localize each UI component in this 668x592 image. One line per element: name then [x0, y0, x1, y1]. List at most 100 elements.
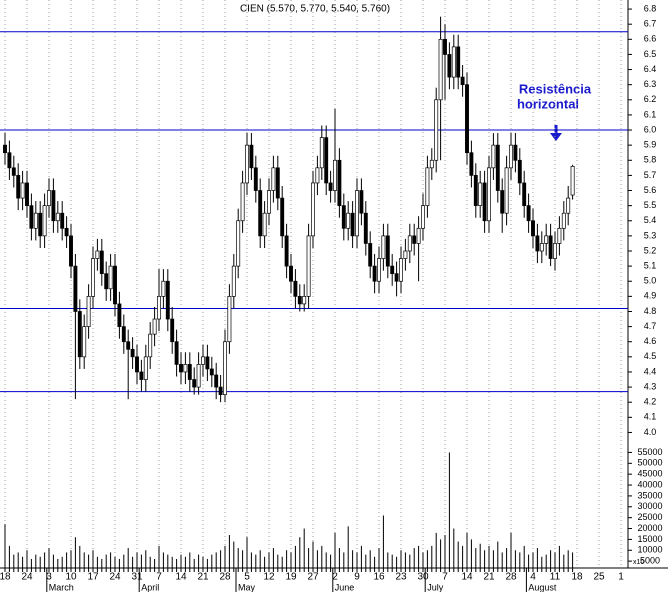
y-tick-label: 4.3	[644, 381, 657, 391]
volume-bar	[35, 554, 37, 572]
x-tick-label: 27	[307, 572, 319, 583]
candle-body	[491, 144, 496, 169]
candle-body	[3, 144, 7, 154]
candle-body	[209, 368, 214, 376]
volume-bar	[536, 548, 538, 572]
volume-bar	[92, 550, 94, 572]
candle-body	[231, 265, 236, 297]
candle-body	[42, 205, 47, 237]
volume-bar	[325, 552, 327, 572]
x-tick-label: 14	[461, 572, 473, 583]
candle-body	[561, 212, 566, 229]
volume-bar	[286, 550, 288, 572]
candle-body	[227, 296, 232, 343]
volume-bar	[378, 548, 380, 572]
candle-body	[157, 296, 161, 320]
volume-bar	[118, 558, 120, 572]
volume-bar	[554, 552, 556, 572]
volume-bar	[184, 556, 186, 572]
y-tick-label: 6.7	[644, 19, 657, 29]
candle-body	[447, 54, 452, 78]
volume-bar	[312, 541, 314, 572]
candle-body	[29, 205, 34, 229]
candle-body	[306, 235, 311, 297]
volume-bar	[83, 552, 85, 572]
volume-bar	[66, 552, 68, 572]
volume-bar	[52, 554, 54, 572]
y-tick-label: 6.3	[644, 79, 657, 89]
volume-bar	[382, 515, 384, 572]
x-tick-label: 25	[593, 572, 605, 583]
volume-bar	[26, 550, 28, 572]
volume-bar	[338, 548, 340, 572]
candle-body	[77, 311, 82, 358]
volume-bar	[330, 554, 332, 572]
candle-body	[566, 197, 571, 214]
candle-body	[245, 144, 249, 184]
y-tick-label: 6.2	[644, 94, 657, 104]
volume-bar	[250, 552, 252, 572]
candle-body	[531, 220, 535, 237]
y-tick-label: 4.8	[644, 306, 657, 316]
candle-body	[394, 273, 399, 282]
y-tick-label: 5.2	[644, 245, 657, 255]
x-tick-label: 7	[442, 572, 448, 583]
candle-body	[381, 235, 386, 259]
volume-bar	[488, 545, 490, 572]
candle-body	[25, 182, 29, 206]
y-tick-label: 6.4	[644, 64, 657, 74]
candle-body	[33, 212, 38, 229]
candle-body	[218, 386, 223, 395]
candle-body	[302, 296, 307, 305]
candle-body	[359, 190, 364, 214]
volume-bar	[202, 556, 204, 572]
x-tick-label: 24	[109, 572, 121, 583]
candle-body	[139, 371, 144, 380]
y-tick-label: 5.5	[644, 200, 657, 210]
y-tick-label: 5.4	[644, 215, 657, 225]
x-tick-label: 14	[175, 572, 187, 583]
volume-bar	[514, 550, 516, 572]
candle-body	[126, 341, 131, 350]
candle-body	[434, 99, 439, 161]
volume-tick-label: 35000	[637, 490, 662, 500]
volume-bar	[567, 550, 569, 572]
candle-body	[240, 182, 245, 222]
candle-body	[311, 182, 315, 237]
candle-body	[86, 296, 91, 327]
volume-bar	[237, 548, 239, 572]
volume-bar	[294, 545, 296, 572]
candle-body	[275, 167, 280, 199]
volume-tick-label: 40000	[637, 479, 662, 489]
volume-bar	[74, 537, 76, 572]
volume-bar	[61, 556, 63, 572]
candle-body	[223, 341, 227, 395]
volume-bar	[321, 545, 323, 572]
candle-body	[20, 182, 25, 199]
volume-bar	[96, 556, 98, 572]
volume-bar	[246, 537, 248, 572]
candle-body	[64, 227, 69, 237]
volume-bar	[211, 554, 213, 572]
volume-bar	[396, 556, 398, 572]
candle-body	[372, 265, 377, 282]
candle-body	[113, 265, 117, 305]
y-tick-label: 5.3	[644, 230, 657, 240]
candle-body	[11, 167, 16, 176]
candle-body	[500, 190, 505, 214]
volume-unit: x10	[633, 559, 644, 566]
candle-body	[192, 379, 197, 388]
candle-body	[355, 190, 359, 237]
volume-bar	[435, 532, 437, 572]
candle-body	[544, 235, 549, 244]
x-tick-label: 7	[156, 572, 162, 583]
candle-body	[377, 258, 381, 282]
candle-body	[99, 250, 104, 275]
volume-bar	[114, 556, 116, 572]
candle-body	[412, 235, 417, 244]
volume-bar	[158, 545, 160, 572]
candle-body	[535, 235, 540, 252]
y-tick-label: 5.7	[644, 170, 657, 180]
volume-bar	[510, 532, 512, 572]
